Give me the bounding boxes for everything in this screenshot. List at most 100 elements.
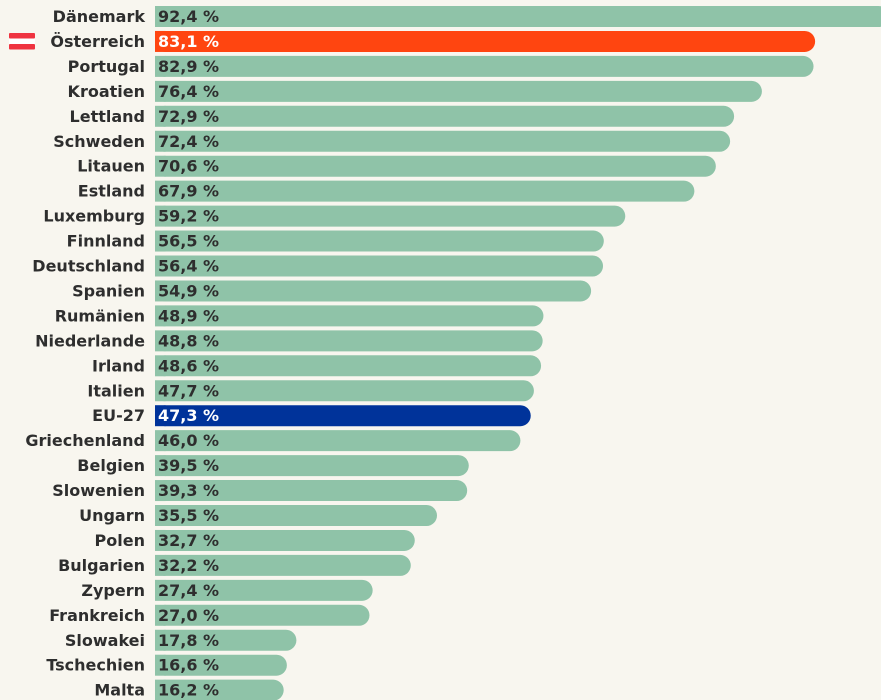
bar-flat-start (155, 405, 166, 427)
bar (155, 380, 534, 402)
category-label: Frankreich (49, 606, 145, 625)
category-label: Slowenien (52, 481, 145, 500)
bar-flat-start (155, 579, 166, 601)
category-label: Kroatien (68, 82, 145, 101)
category-label: Deutschland (32, 257, 145, 276)
bar (155, 629, 297, 651)
bar-flat-start (155, 480, 166, 502)
austria-flag (9, 33, 35, 50)
category-label: Portugal (68, 57, 145, 76)
value-label: 82,9 % (158, 57, 219, 76)
value-label: 48,6 % (158, 356, 219, 375)
bar (155, 330, 543, 352)
value-label: 16,6 % (158, 656, 219, 675)
bar (155, 604, 370, 626)
category-label: Ungarn (79, 506, 145, 525)
bar-flat-start (155, 430, 166, 452)
bar (155, 155, 716, 177)
value-label: 59,2 % (158, 207, 219, 226)
value-label: 27,4 % (158, 581, 219, 600)
category-label: EU-27 (92, 406, 145, 425)
category-label: Rumänien (55, 306, 145, 325)
bar-flat-start (155, 55, 166, 77)
bar (155, 80, 762, 102)
category-label: Österreich (50, 32, 145, 51)
bar-flat-start (155, 330, 166, 352)
bar-flat-start (155, 305, 166, 327)
bar (155, 654, 287, 676)
category-label: Malta (94, 681, 145, 700)
bar (155, 205, 626, 227)
category-label: Slowakei (65, 631, 145, 650)
bar (155, 105, 735, 127)
bar-flat-start (155, 355, 166, 377)
bar (155, 355, 542, 377)
value-label: 39,5 % (158, 456, 219, 475)
bar (155, 130, 731, 152)
value-label: 32,7 % (158, 531, 219, 550)
bar (155, 305, 544, 327)
value-label: 67,9 % (158, 182, 219, 201)
category-label: Spanien (72, 281, 145, 300)
bar-flat-start (155, 80, 166, 102)
category-label: Griechenland (25, 431, 145, 450)
bar (155, 455, 469, 477)
bar-flat-start (155, 604, 166, 626)
category-label: Italien (87, 381, 145, 400)
bar-flat-start (155, 105, 166, 127)
bar (155, 430, 521, 452)
category-label: Finnland (67, 232, 145, 251)
category-label: Estland (78, 182, 145, 201)
bar-flat-start (155, 654, 166, 676)
bar (155, 579, 373, 601)
value-label: 54,9 % (158, 281, 219, 300)
value-label: 47,3 % (158, 406, 219, 425)
category-label: Zypern (81, 581, 145, 600)
category-label: Belgien (77, 456, 145, 475)
bar (155, 55, 814, 77)
bar (155, 505, 438, 526)
category-label: Tschechien (46, 656, 145, 675)
category-label: Lettland (70, 107, 145, 126)
bar-flat-start (155, 455, 166, 477)
category-label: Schweden (53, 132, 145, 151)
value-label: 46,0 % (158, 431, 219, 450)
bar-flat-start (155, 230, 166, 252)
category-label: Litauen (77, 157, 145, 176)
value-label: 39,3 % (158, 481, 219, 500)
category-label: Irland (92, 356, 145, 375)
bar (155, 280, 592, 302)
bar (155, 480, 468, 502)
bar-flat-start (155, 629, 166, 651)
bar-flat-start (155, 255, 166, 277)
value-label: 72,9 % (158, 107, 219, 126)
value-label: 83,1 % (158, 32, 219, 51)
value-label: 76,4 % (158, 82, 219, 101)
value-label: 48,8 % (158, 331, 219, 350)
bar-flat-start (155, 205, 166, 227)
bar (155, 554, 411, 576)
value-label: 47,7 % (158, 381, 219, 400)
bar-flat-start (155, 280, 166, 302)
category-label: Bulgarien (58, 556, 145, 575)
category-label: Dänemark (53, 7, 146, 26)
bar (155, 30, 816, 52)
bar-flat-start (155, 30, 166, 52)
bar (155, 255, 604, 277)
bar-flat-start (155, 180, 166, 202)
value-label: 92,4 % (158, 7, 219, 26)
bar-flat-start (155, 130, 166, 152)
value-label: 70,6 % (158, 157, 219, 176)
bar-flat-start (155, 6, 166, 27)
bar-flat-start (155, 529, 166, 551)
value-label: 56,4 % (158, 257, 219, 276)
bar-flat-start (155, 679, 166, 700)
bar (155, 405, 531, 427)
bar-flat-start (155, 380, 166, 402)
category-label: Niederlande (35, 331, 145, 350)
bar (155, 230, 604, 252)
value-label: 48,9 % (158, 306, 219, 325)
value-label: 72,4 % (158, 132, 219, 151)
bar (155, 180, 695, 202)
value-label: 17,8 % (158, 631, 219, 650)
